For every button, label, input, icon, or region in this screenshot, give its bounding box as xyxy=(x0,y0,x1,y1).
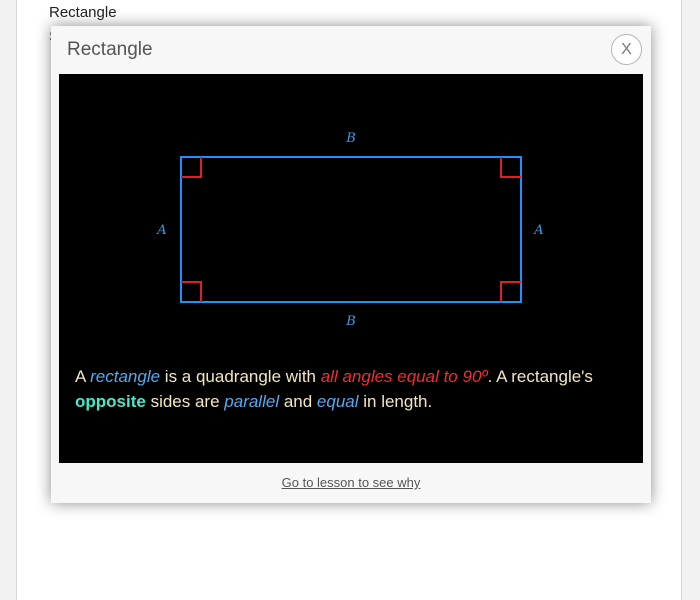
side-label-bottom: B xyxy=(345,314,356,329)
side-label-right: A xyxy=(533,223,543,238)
go-to-lesson-link[interactable]: Go to lesson to see why xyxy=(281,475,421,490)
rectangle-modal: Rectangle X B B A A A rectangle is a qua… xyxy=(51,26,651,503)
side-label-left: A xyxy=(156,223,166,238)
right-angle-marker-bottom-left xyxy=(181,281,202,302)
rectangle-shape xyxy=(180,156,522,303)
term-parallel: parallel xyxy=(224,392,280,411)
definition-text: A xyxy=(75,367,91,386)
definition-text: sides are xyxy=(145,392,225,411)
rectangle-definition: A rectangle is a quadrangle with all ang… xyxy=(75,364,627,414)
definition-text: . A rectangle's xyxy=(487,367,593,386)
right-angle-marker-top-left xyxy=(181,157,202,178)
definition-text: and xyxy=(279,392,317,411)
term-equal: equal xyxy=(316,392,359,411)
rectangle-diagram: B B A A xyxy=(156,131,543,329)
definition-text: is a quadrangle with xyxy=(160,367,321,386)
term-rectangle: rectangle xyxy=(90,367,161,386)
side-label-top: B xyxy=(345,131,356,146)
right-angle-marker-bottom-right xyxy=(500,281,521,302)
background-heading: Rectangle xyxy=(49,4,117,21)
definition-text: in length. xyxy=(358,392,433,411)
term-all-angles: all angles equal to 90º xyxy=(320,367,488,386)
right-angle-marker-top-right xyxy=(500,157,521,178)
term-opposite: opposite xyxy=(75,392,146,411)
definition-card: B B A A A rectangle is a quadrangle with… xyxy=(59,74,643,463)
modal-title: Rectangle xyxy=(67,39,153,60)
close-button[interactable]: X xyxy=(611,34,642,65)
